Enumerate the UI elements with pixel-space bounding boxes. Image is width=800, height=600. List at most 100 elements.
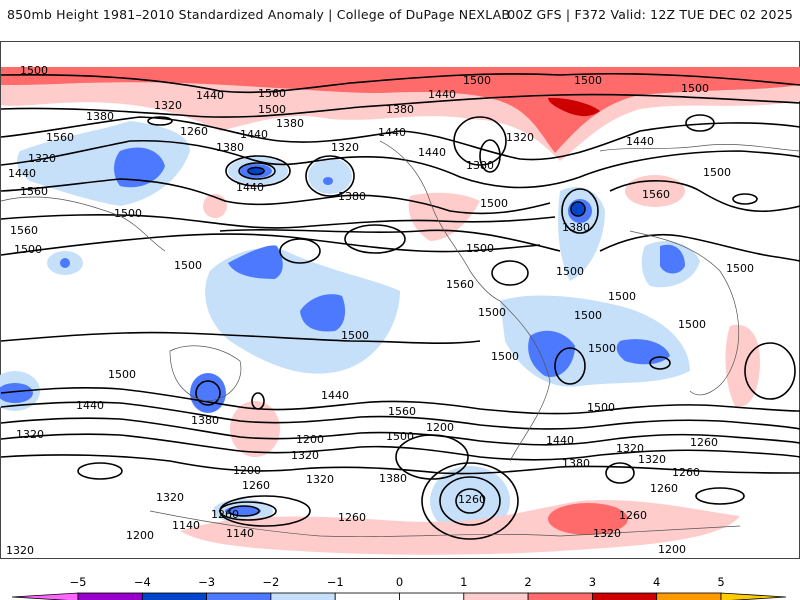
contour-label: 1500 [466, 242, 494, 255]
contour-label: 1500 [258, 103, 286, 116]
contour-line [0, 72, 800, 94]
coastline-africa [629, 230, 740, 396]
colorbar: −5 −4 −3 −2 −1 0 1 2 3 4 5 [11, 575, 787, 600]
contour-line [0, 331, 481, 345]
contour-label: 1320 [291, 449, 319, 462]
contour-label: 1380 [562, 221, 590, 234]
contour-line [0, 93, 800, 118]
colorbar-bin [206, 592, 272, 600]
colorbar-bin-max [720, 592, 787, 600]
contour-closed [421, 462, 519, 540]
contour-label: 1320 [638, 453, 666, 466]
height-contours [0, 72, 800, 540]
colorbar-tick-label: 2 [524, 575, 531, 589]
contour-closed [77, 462, 123, 480]
anomaly-negative-na-center [572, 203, 584, 215]
contour-line [0, 116, 800, 161]
anomaly-positive-europe [625, 175, 685, 207]
map-title: 850mb Height 1981–2010 Standardized Anom… [7, 7, 511, 22]
anomaly-negative-pacific-low2-core [323, 177, 333, 185]
contour-closed [439, 476, 501, 526]
contour-label: 1560 [20, 185, 48, 198]
contour-label: 1260 [650, 482, 678, 495]
contour-label: 1560 [642, 188, 670, 201]
contour-label: 1500 [608, 290, 636, 303]
contour-closed [744, 342, 796, 400]
anomaly-negative-asia [17, 121, 191, 206]
contour-label: 1260 [690, 436, 718, 449]
colorbar-tick-label: 1 [460, 575, 467, 589]
contour-label: 1140 [226, 527, 254, 540]
coastlines [0, 140, 800, 538]
colorbar-bin [656, 592, 722, 600]
contour-label: 1320 [331, 141, 359, 154]
contour-labels: 1500 1560 1320 1260 1380 1440 1320 1380 1440 1320… [6, 64, 754, 557]
contour-label: 1500 [14, 243, 42, 256]
colorbar-tick-label: −2 [262, 575, 279, 589]
contour-line [0, 139, 800, 189]
contour-line [219, 229, 561, 252]
contour-label: 1260 [619, 509, 647, 522]
colorbar-tick-label: 5 [717, 575, 724, 589]
contour-closed [395, 434, 469, 480]
contour-closed [238, 162, 276, 180]
contour-label: 1320 [156, 491, 184, 504]
colorbar-tick-label: −1 [327, 575, 344, 589]
contour-label: 1500 [341, 329, 369, 342]
anomaly-shading [0, 67, 800, 555]
contour-label: 1500 [174, 259, 202, 272]
contour-closed [228, 505, 260, 517]
colorbar-tick-label: 0 [396, 575, 403, 589]
contour-label: 1440 [240, 128, 268, 141]
contour-line [0, 386, 800, 415]
contour-label: 1440 [196, 89, 224, 102]
contour-label: 1260 [242, 479, 270, 492]
contour-label: 1560 [258, 87, 286, 100]
contour-label: 1260 [211, 508, 239, 521]
colorbar-bin [592, 592, 658, 600]
contour-closed [479, 139, 501, 173]
contour-label: 1320 [306, 473, 334, 486]
contour-closed [147, 116, 173, 126]
contour-line [0, 417, 800, 446]
contour-label: 1500 [574, 309, 602, 322]
contour-closed [453, 116, 507, 166]
contour-closed [732, 193, 758, 205]
contour-label: 1440 [236, 181, 264, 194]
colorbar-bin [463, 592, 529, 600]
contour-closed [695, 487, 745, 505]
contour-label: 1500 [726, 262, 754, 275]
contour-label: 1440 [626, 135, 654, 148]
anomaly-negative-pacific-low2 [308, 158, 352, 194]
anomaly-negative-tp-core1 [228, 245, 283, 279]
contour-label: 1500 [386, 430, 414, 443]
contour-label: 1500 [556, 265, 584, 278]
anomaly-positive-new-zealand [230, 401, 280, 457]
contour-label: 1440 [378, 126, 406, 139]
contour-label: 1560 [388, 405, 416, 418]
contour-label: 1380 [86, 110, 114, 123]
contour-label: 1500 [678, 318, 706, 331]
contour-line [0, 433, 800, 461]
colorbar-tick-label: 4 [653, 575, 660, 589]
anomaly-positive-arctic-strong [1, 67, 800, 153]
contour-label: 1440 [546, 434, 574, 447]
colorbar-tick-label: −4 [134, 575, 151, 589]
contour-label: 1320 [16, 428, 44, 441]
contour-label: 1440 [8, 167, 36, 180]
colorbar-bin-min [11, 592, 79, 600]
contour-closed [225, 155, 291, 187]
contour-label: 1260 [338, 511, 366, 524]
height-anomaly-map: 1500 1560 1320 1260 1380 1440 1320 1380 1440 1320… [0, 41, 800, 559]
contour-label: 1500 [681, 82, 709, 95]
contour-line [0, 401, 800, 430]
coastline-europe [599, 144, 800, 152]
contour-line [599, 233, 800, 262]
anomaly-negative-tp-core2 [300, 294, 346, 332]
contour-label: 1380 [276, 117, 304, 130]
colorbar-bin [77, 592, 143, 600]
coastline-antarctica [149, 510, 741, 538]
contour-label: 1560 [446, 278, 474, 291]
colorbar-bin [399, 592, 465, 600]
contour-label: 1380 [338, 190, 366, 203]
